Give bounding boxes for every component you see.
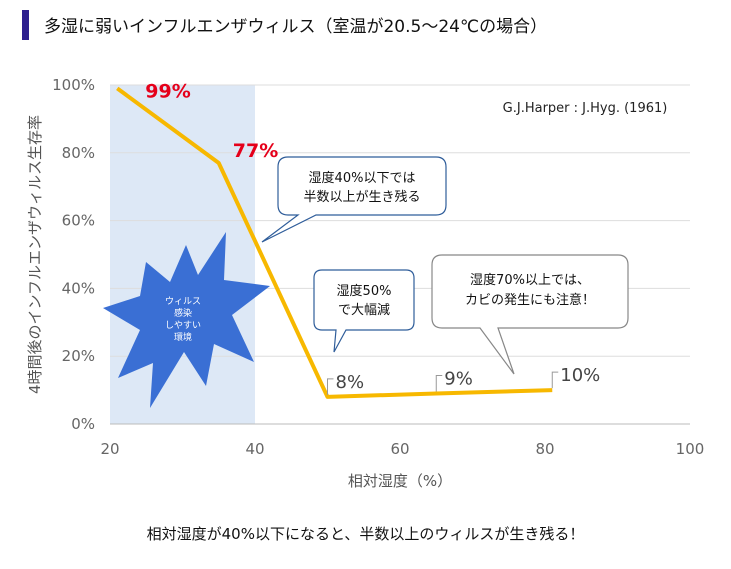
label-leader [435, 374, 443, 392]
source-note: G.J.Harper : J.Hyg. (1961) [503, 101, 668, 116]
callout-humidity-50-line-1: 湿度50% [337, 283, 392, 299]
burst-shape [103, 232, 270, 408]
x-tick-label: 60 [390, 440, 409, 458]
x-tick-label: 20 [100, 440, 119, 458]
chart-caption: 相対湿度が40%以下になると、半数以上のウィルスが生き残る！ [146, 525, 585, 543]
y-tick-label: 0% [71, 415, 95, 433]
data-label: 8% [336, 372, 365, 393]
x-axis-ticks: 20 40 60 80 100 [100, 440, 704, 458]
label-leader [551, 371, 559, 389]
callout-low-humidity-line-1: 湿度40%以下では [309, 170, 416, 186]
label-leader [327, 378, 334, 395]
data-label: 99% [145, 80, 190, 102]
callout-low-humidity: 湿度40%以下では 半数以上が生き残る [261, 156, 447, 243]
y-tick-label: 100% [52, 76, 95, 94]
survival-rate-line [116, 86, 553, 399]
y-tick-label: 80% [62, 144, 95, 162]
x-tick-label: 80 [535, 440, 554, 458]
x-tick-label: 100 [676, 440, 705, 458]
data-label: 77% [233, 140, 278, 162]
y-tick-label: 40% [62, 279, 95, 297]
burst-line-2: 感染 [174, 307, 192, 319]
infection-burst: ウィルス 感染 しやすい 環境 [103, 232, 270, 408]
burst-line-1: ウィルス [165, 296, 201, 307]
callout-humidity-50: 湿度50% で大幅減 [313, 269, 415, 353]
data-label: 10% [560, 365, 600, 386]
y-tick-label: 20% [62, 347, 95, 365]
chart-title: 多湿に弱いインフルエンザウィルス（室温が20.5〜24℃の場合） [44, 17, 548, 37]
y-tick-label: 60% [62, 212, 95, 230]
callout-humidity-70-line-1: 湿度70%以上では、 [470, 272, 590, 288]
callout-humidity-70: 湿度70%以上では、 カビの発生にも注意！ [431, 254, 629, 375]
data-labels: 99% 77% 8% 9% 10% [145, 80, 600, 392]
x-tick-label: 40 [245, 440, 264, 458]
data-label: 9% [444, 368, 473, 389]
burst-line-4: 環境 [174, 331, 192, 343]
callout-humidity-70-line-2: カビの発生にも注意！ [465, 292, 595, 308]
callout-low-humidity-line-2: 半数以上が生き残る [303, 190, 420, 205]
burst-line-3: しやすい [165, 320, 201, 331]
y-axis-label: 4時間後のインフルエンザウィルス生存率 [26, 115, 44, 394]
x-axis-label: 相対湿度（%） [348, 472, 452, 490]
y-axis-ticks: 0% 20% 40% 60% 80% 100% [52, 76, 95, 433]
data-label-leaders [327, 371, 559, 395]
callout-humidity-50-line-2: で大幅減 [338, 302, 390, 318]
title-accent-bar [22, 10, 29, 40]
